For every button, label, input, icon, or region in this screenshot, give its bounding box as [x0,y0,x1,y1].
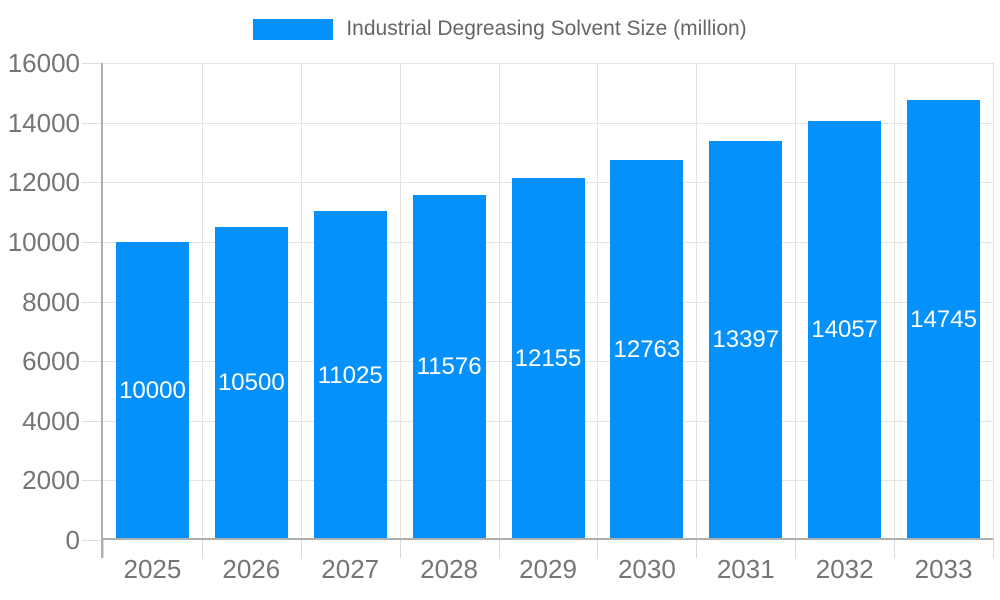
gridline [696,63,698,540]
gridline [795,63,797,540]
bar-value-label: 10000 [119,376,186,404]
y-axis-tick [82,241,103,243]
x-tick-label: 2030 [617,554,676,584]
bar: 10500 [214,226,288,540]
y-tick-label: 0 [65,525,80,555]
y-axis-tick [82,480,103,482]
legend-label: Industrial Degreasing Solvent Size (mill… [346,17,747,40]
bar: 12155 [511,177,585,540]
y-tick-label: 14000 [7,107,80,138]
y-tick-label: 10000 [7,226,80,257]
y-axis-tick [82,182,103,184]
legend: Industrial Degreasing Solvent Size (mill… [0,17,1000,41]
y-tick-label: 8000 [22,286,80,317]
bar-value-label: 11576 [416,353,482,381]
bar-value-label: 13397 [712,326,780,354]
x-axis-tick [894,540,896,558]
gridline [201,63,203,540]
bar-value-label: 14057 [811,316,879,344]
y-tick-label: 12000 [7,167,80,198]
y-axis-tick [82,420,103,422]
x-tick-label: 2031 [716,554,775,584]
y-tick-label: 2000 [22,465,80,496]
bar: 10000 [115,241,189,540]
bar: 14745 [907,100,981,540]
x-tick-label: 2032 [815,554,874,584]
x-tick-label: 2029 [519,554,577,584]
x-tick-label: 2027 [321,554,380,584]
gridline [597,63,599,540]
x-axis-tick [795,540,797,558]
bar-value-label: 11025 [317,361,383,389]
y-axis-tick [82,301,103,303]
x-tick-label: 2033 [914,554,973,584]
y-axis-tick [82,122,103,124]
bar: 14057 [808,120,882,540]
gridline [103,122,993,124]
y-axis-tick [82,540,103,541]
x-axis-line [103,538,993,540]
y-tick-label: 16000 [7,48,80,78]
x-axis-tick [300,540,302,558]
gridline [894,63,896,540]
gridline [103,63,993,64]
bar: 11576 [412,194,486,540]
x-tick-label: 2025 [123,554,182,584]
x-axis-tick [103,540,104,558]
gridline [498,63,500,540]
gridline [399,63,401,540]
bar-value-label: 10500 [217,369,285,397]
x-axis-tick [498,540,500,558]
x-axis-tick [201,540,203,558]
x-axis-tick [993,540,994,558]
y-tick-label: 4000 [22,405,80,436]
bar-value-label: 12763 [613,335,681,363]
x-axis-tick [597,540,599,558]
y-axis-line [101,63,103,558]
bar: 11025 [313,211,387,540]
y-axis-tick [82,63,103,64]
y-tick-label: 6000 [22,346,80,377]
x-axis-tick [399,540,401,558]
gridline [300,63,302,540]
x-tick-label: 2028 [420,554,479,584]
bar-value-label: 14745 [910,306,977,334]
bar-value-label: 12155 [514,344,582,372]
bar: 12763 [610,159,684,540]
gridline [993,63,994,540]
y-axis-tick [82,361,103,363]
legend-swatch [253,18,334,40]
bar: 13397 [709,140,783,540]
x-axis-tick [696,540,698,558]
x-tick-label: 2026 [222,554,281,584]
